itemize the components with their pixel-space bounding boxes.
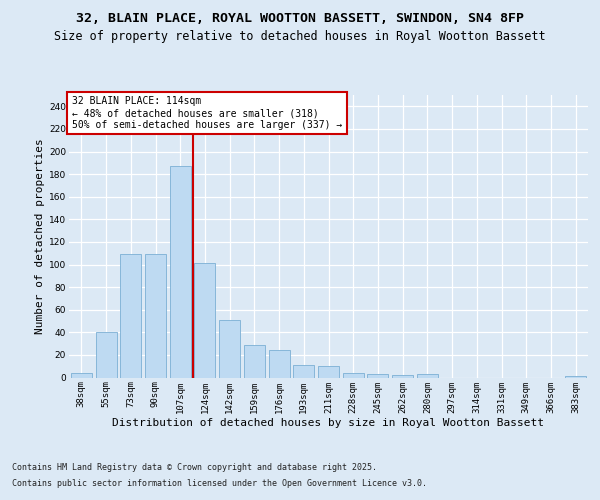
Bar [120, 254, 141, 378]
Bar [565, 376, 586, 378]
Bar [293, 365, 314, 378]
Bar [417, 374, 438, 378]
Bar [219, 320, 240, 378]
Y-axis label: Number of detached properties: Number of detached properties [35, 138, 45, 334]
Bar [392, 375, 413, 378]
Text: 32, BLAIN PLACE, ROYAL WOOTTON BASSETT, SWINDON, SN4 8FP: 32, BLAIN PLACE, ROYAL WOOTTON BASSETT, … [76, 12, 524, 26]
Bar [269, 350, 290, 378]
Bar [71, 373, 92, 378]
Text: Contains public sector information licensed under the Open Government Licence v3: Contains public sector information licen… [12, 478, 427, 488]
Bar [343, 373, 364, 378]
Bar [318, 366, 339, 378]
Bar [367, 374, 388, 378]
Bar [194, 264, 215, 378]
Text: Contains HM Land Registry data © Crown copyright and database right 2025.: Contains HM Land Registry data © Crown c… [12, 464, 377, 472]
Bar [95, 332, 116, 378]
Bar [145, 254, 166, 378]
Text: 32 BLAIN PLACE: 114sqm
← 48% of detached houses are smaller (318)
50% of semi-de: 32 BLAIN PLACE: 114sqm ← 48% of detached… [71, 96, 342, 130]
Bar [170, 166, 191, 378]
Bar [244, 344, 265, 378]
X-axis label: Distribution of detached houses by size in Royal Wootton Bassett: Distribution of detached houses by size … [113, 418, 545, 428]
Text: Size of property relative to detached houses in Royal Wootton Bassett: Size of property relative to detached ho… [54, 30, 546, 43]
